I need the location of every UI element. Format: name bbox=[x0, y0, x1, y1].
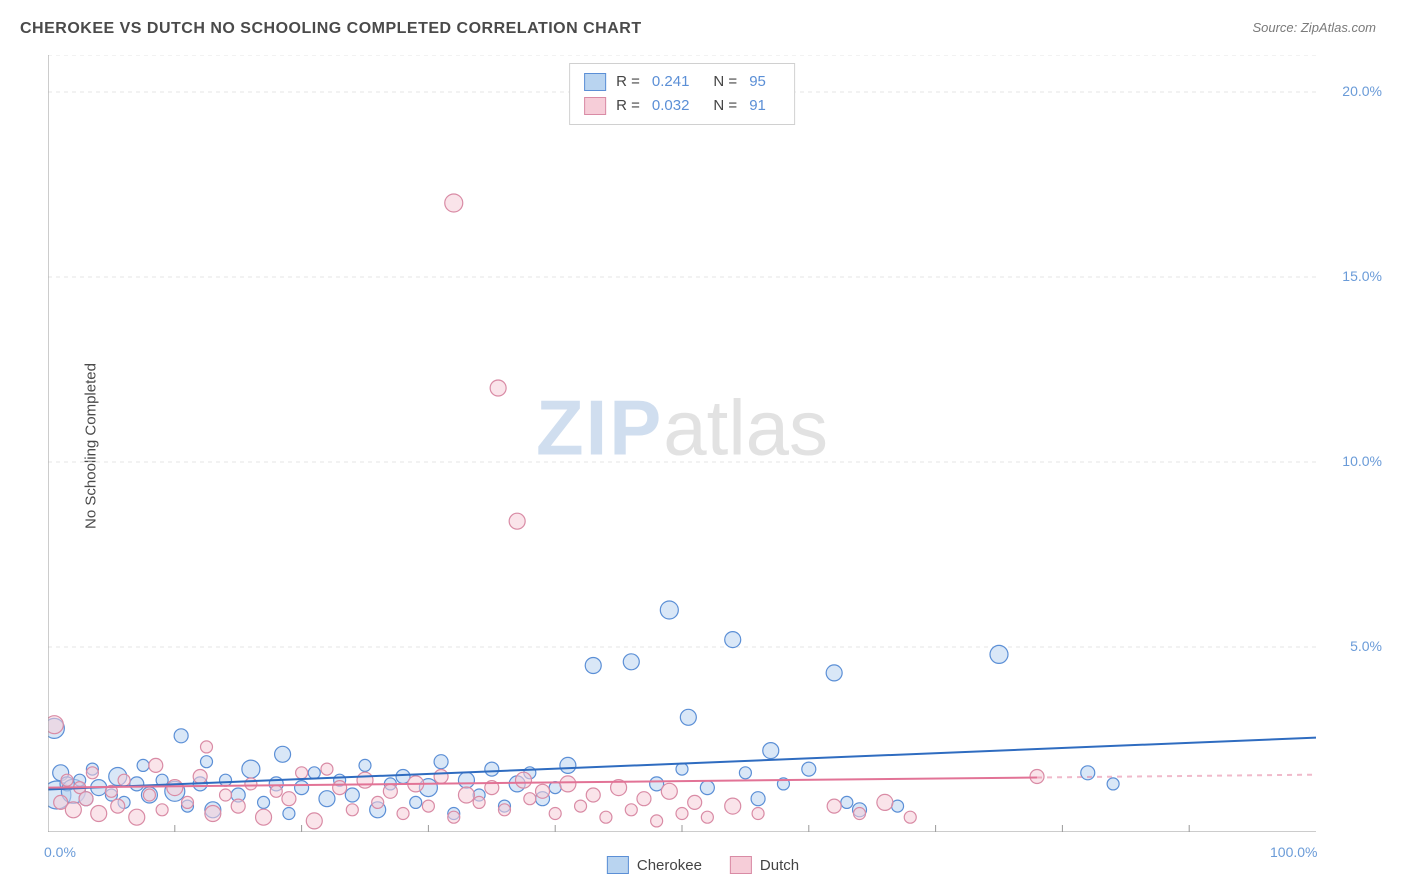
legend-r-value: 0.032 bbox=[652, 94, 690, 118]
scatter-svg bbox=[48, 55, 1316, 832]
stats-legend: R = 0.241 N = 95 R = 0.032 N = 91 bbox=[569, 63, 795, 125]
y-tick-label: 10.0% bbox=[1342, 453, 1382, 469]
legend-n-value: 95 bbox=[749, 70, 766, 94]
legend-series-label: Cherokee bbox=[637, 857, 702, 874]
legend-n-key: N = bbox=[713, 94, 737, 118]
legend-r-value: 0.241 bbox=[652, 70, 690, 94]
y-tick-label: 20.0% bbox=[1342, 83, 1382, 99]
chart-title: CHEROKEE VS DUTCH NO SCHOOLING COMPLETED… bbox=[20, 20, 642, 38]
legend-n-key: N = bbox=[713, 70, 737, 94]
chart-container: CHEROKEE VS DUTCH NO SCHOOLING COMPLETED… bbox=[0, 0, 1406, 892]
legend-swatch-icon bbox=[584, 97, 606, 115]
legend-stat-row: R = 0.032 N = 91 bbox=[584, 94, 780, 118]
series-legend: Cherokee Dutch bbox=[607, 856, 799, 874]
legend-stat-row: R = 0.241 N = 95 bbox=[584, 70, 780, 94]
x-tick-label: 0.0% bbox=[44, 844, 76, 860]
y-tick-label: 5.0% bbox=[1350, 638, 1382, 654]
legend-r-key: R = bbox=[616, 94, 640, 118]
plot-area: ZIPatlas R =0.241N =95R =0.032N =91 bbox=[48, 55, 1316, 832]
legend-r-key: R = bbox=[616, 70, 640, 94]
y-tick-label: 15.0% bbox=[1342, 268, 1382, 284]
legend-swatch-icon bbox=[607, 856, 629, 874]
series-legend-item: Dutch bbox=[730, 856, 799, 874]
legend-swatch-icon bbox=[730, 856, 752, 874]
legend-series-label: Dutch bbox=[760, 857, 799, 874]
legend-swatch-icon bbox=[584, 73, 606, 91]
source-attribution: Source: ZipAtlas.com bbox=[1252, 20, 1376, 35]
series-legend-item: Cherokee bbox=[607, 856, 702, 874]
x-tick-label: 100.0% bbox=[1270, 844, 1317, 860]
legend-n-value: 91 bbox=[749, 94, 766, 118]
